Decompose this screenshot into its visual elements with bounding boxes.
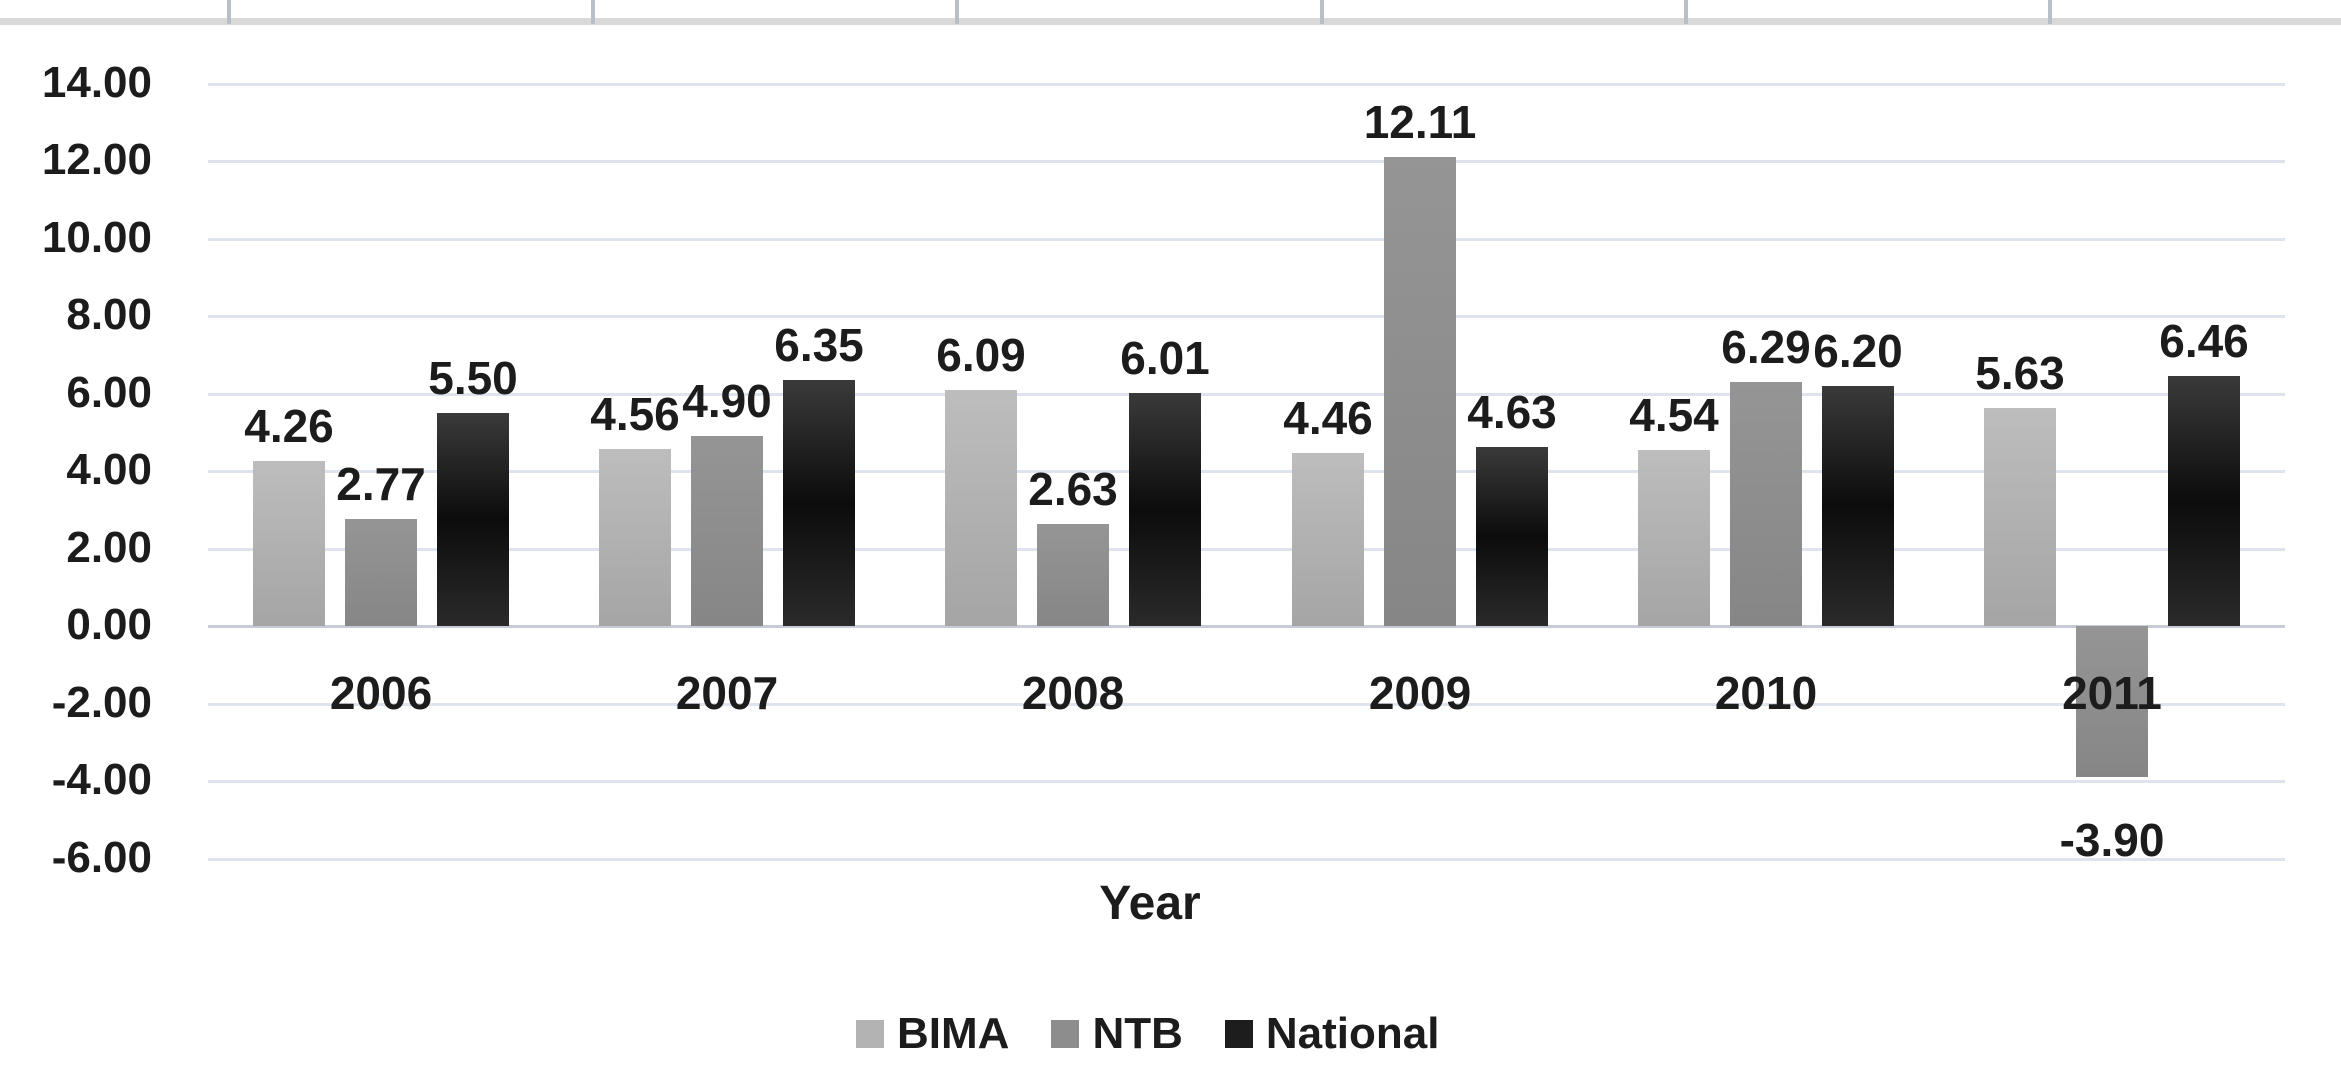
data-label-NTB-2010: 6.29 xyxy=(1721,321,1811,373)
bar-NTB-2008 xyxy=(1037,524,1109,626)
top-ruler-tick xyxy=(2048,0,2052,24)
data-label-NTB-2011: -3.90 xyxy=(2059,814,2165,866)
x-axis-title: Year xyxy=(1099,877,1201,930)
gridline xyxy=(208,703,2285,706)
gridline xyxy=(208,315,2285,318)
legend-item-NTB: NTB xyxy=(1051,1009,1183,1058)
bar-NTB-2010 xyxy=(1730,382,1802,626)
y-axis-tick-label: 4.00 xyxy=(66,445,152,494)
bar-NTB-2011 xyxy=(2076,626,2148,777)
zero-axis-line xyxy=(208,625,2285,628)
bar-NTB-2006 xyxy=(345,519,417,626)
legend-label-NTB: NTB xyxy=(1092,1009,1183,1058)
data-label-BIMA-2007: 4.56 xyxy=(590,388,680,440)
x-axis-label-2006: 2006 xyxy=(329,667,433,719)
data-label-National-2008: 6.01 xyxy=(1120,332,1210,384)
data-label-NTB-2009: 12.11 xyxy=(1363,96,1477,148)
y-axis-tick-label: 0.00 xyxy=(66,600,152,649)
data-label-BIMA-2010: 4.54 xyxy=(1629,389,1719,441)
gridline xyxy=(208,858,2285,861)
x-axis-label-2008: 2008 xyxy=(1021,667,1125,719)
data-label-BIMA-2006: 4.26 xyxy=(244,400,334,452)
data-label-National-2010: 6.20 xyxy=(1813,325,1903,377)
legend-item-National: National xyxy=(1224,1009,1440,1058)
legend-swatch-BIMA xyxy=(856,1020,884,1048)
legend: BIMA NTB National xyxy=(856,1012,1439,1056)
y-axis-tick-label: 12.00 xyxy=(41,135,152,184)
y-axis-tick-label: 10.00 xyxy=(41,213,152,262)
legend-label-BIMA: BIMA xyxy=(897,1009,1010,1058)
data-label-National-2006: 5.50 xyxy=(428,352,518,404)
bar-NTB-2007 xyxy=(691,436,763,626)
top-ruler-line xyxy=(0,18,2341,25)
top-ruler-tick xyxy=(1320,0,1324,24)
x-axis-label-2009: 2009 xyxy=(1368,667,1472,719)
gridline xyxy=(208,238,2285,241)
data-label-BIMA-2008: 6.09 xyxy=(936,329,1026,381)
bar-BIMA-2011 xyxy=(1984,408,2056,626)
bar-National-2011 xyxy=(2168,376,2240,626)
data-label-National-2007: 6.35 xyxy=(774,319,864,371)
bar-National-2009 xyxy=(1476,447,1548,626)
top-ruler-tick xyxy=(1684,0,1688,24)
data-label-BIMA-2011: 5.63 xyxy=(1975,347,2065,399)
data-label-National-2011: 6.46 xyxy=(2159,315,2249,367)
x-axis-label-2011: 2011 xyxy=(2062,667,2162,719)
bar-BIMA-2010 xyxy=(1638,450,1710,626)
data-label-National-2009: 4.63 xyxy=(1467,386,1557,438)
bar-BIMA-2007 xyxy=(599,449,671,626)
y-axis-tick-label: 14.00 xyxy=(41,58,152,107)
legend-swatch-National xyxy=(1224,1020,1253,1048)
bar-BIMA-2009 xyxy=(1292,453,1364,626)
bar-BIMA-2008 xyxy=(945,390,1017,626)
data-label-NTB-2007: 4.90 xyxy=(682,375,772,427)
bar-National-2008 xyxy=(1129,393,1201,626)
y-axis-tick-label: 2.00 xyxy=(66,523,152,572)
gridline xyxy=(208,160,2285,163)
gridline xyxy=(208,780,2285,783)
legend-label-National: National xyxy=(1265,1009,1440,1058)
bar-NTB-2009 xyxy=(1384,157,1456,626)
gridline xyxy=(208,83,2285,86)
legend-item-BIMA: BIMA xyxy=(856,1012,1009,1056)
data-label-BIMA-2009: 4.46 xyxy=(1283,392,1373,444)
data-label-NTB-2008: 2.63 xyxy=(1028,463,1118,515)
gridline xyxy=(208,393,2285,396)
bar-National-2006 xyxy=(437,413,509,626)
top-ruler-tick xyxy=(955,0,959,24)
y-axis-tick-label: -4.00 xyxy=(51,755,152,804)
top-ruler-tick xyxy=(227,0,231,24)
top-ruler-tick xyxy=(591,0,595,24)
y-axis-tick-label: -6.00 xyxy=(51,833,152,882)
bar-National-2010 xyxy=(1822,386,1894,626)
x-axis-label-2007: 2007 xyxy=(675,667,779,719)
x-axis-label-2010: 2010 xyxy=(1714,667,1818,719)
y-axis-tick-label: 6.00 xyxy=(66,368,152,417)
y-axis-tick-label: -2.00 xyxy=(51,678,152,727)
legend-swatch-NTB xyxy=(1051,1020,1080,1048)
y-axis-tick-label: 8.00 xyxy=(66,290,152,339)
bar-National-2007 xyxy=(783,380,855,626)
gridline xyxy=(208,470,2285,473)
data-label-NTB-2006: 2.77 xyxy=(336,458,426,510)
bar-BIMA-2006 xyxy=(253,461,325,626)
gridline xyxy=(208,548,2285,551)
